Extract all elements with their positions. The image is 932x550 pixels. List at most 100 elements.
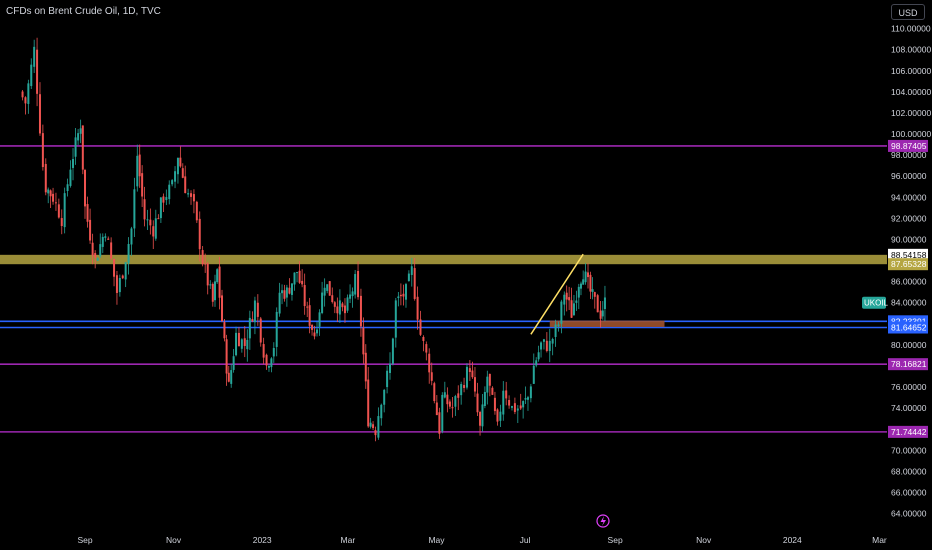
candle-198 (548, 328, 551, 363)
y-tick-label: 68.00000 (891, 466, 927, 476)
candle-155 (433, 381, 436, 404)
chart-title: CFDs on Brent Crude Oil, 1D, TVC (6, 6, 161, 17)
candle-12 (54, 192, 57, 211)
candle-66 (201, 246, 204, 267)
candle-24 (86, 196, 89, 228)
candle-195 (540, 341, 543, 358)
candle-26 (91, 233, 94, 265)
candle-209 (577, 283, 580, 310)
candle-128 (359, 288, 362, 337)
candle-144 (402, 284, 405, 306)
candle-192 (532, 353, 535, 384)
candle-28 (96, 257, 99, 262)
x-tick-label: Nov (696, 535, 712, 545)
y-tick-label: 74.00000 (891, 403, 927, 413)
candle-118 (333, 301, 336, 314)
candle-79 (232, 349, 235, 373)
svg-text:UKOIL: UKOIL (864, 299, 889, 308)
support-box[interactable] (549, 320, 665, 327)
candle-159 (443, 381, 446, 399)
candle-162 (451, 397, 454, 418)
candle-87 (253, 296, 256, 335)
candle-136 (380, 403, 383, 426)
y-tick-label: 96.00000 (891, 171, 927, 181)
candle-86 (251, 311, 254, 323)
x-tick-label: Jul (520, 535, 531, 545)
candle-117 (331, 287, 334, 304)
resistance-zone[interactable] (0, 254, 887, 265)
candle-203 (563, 291, 566, 316)
candle-1 (24, 96, 27, 115)
candle-29 (99, 233, 102, 258)
y-tick-label: 94.00000 (891, 192, 927, 202)
candle-202 (560, 299, 563, 334)
candle-7 (41, 124, 44, 171)
candle-18 (72, 148, 75, 181)
y-tick-label: 84.00000 (891, 298, 927, 308)
candle-33 (110, 237, 113, 260)
candle-88 (256, 294, 259, 326)
zone-bottom-price-tag: 87.65328 (888, 258, 928, 271)
candle-5 (36, 37, 39, 107)
candle-193 (535, 357, 538, 368)
x-tick-label: 2024 (783, 535, 802, 545)
level-price-tag-4: 71.74442 (888, 425, 928, 438)
candle-97 (281, 284, 284, 305)
candle-91 (265, 353, 268, 370)
candle-164 (457, 385, 460, 411)
candle-9 (47, 187, 50, 204)
candle-131 (367, 367, 370, 428)
candle-81 (237, 327, 240, 347)
candle-194 (537, 345, 540, 362)
candle-157 (438, 407, 441, 439)
candle-166 (463, 377, 466, 393)
candle-80 (235, 326, 238, 357)
svg-text:88.54158: 88.54158 (891, 250, 927, 260)
symbol-badge[interactable]: UKOIL (862, 296, 889, 309)
candle-36 (118, 274, 121, 297)
candle-15 (63, 187, 66, 234)
trend-line[interactable] (530, 253, 584, 335)
candle-69 (209, 280, 212, 289)
candle-111 (316, 321, 319, 337)
candle-94 (272, 342, 275, 363)
candle-72 (216, 268, 219, 284)
candle-76 (225, 334, 228, 386)
candle-217 (596, 293, 599, 313)
candle-143 (399, 283, 402, 306)
candle-140 (391, 337, 394, 366)
y-tick-label: 66.00000 (891, 487, 927, 497)
level-price-tag-0: 98.87405 (888, 139, 928, 152)
candle-116 (328, 280, 331, 296)
candle-37 (121, 274, 124, 280)
candle-0 (21, 90, 24, 101)
candle-75 (223, 318, 226, 342)
candle-145 (404, 282, 407, 308)
candle-98 (283, 284, 286, 302)
candle-16 (66, 178, 69, 197)
candle-139 (389, 352, 391, 380)
candle-100 (288, 278, 291, 295)
currency-button[interactable]: USD (891, 4, 925, 20)
candle-41 (133, 177, 136, 238)
candle-142 (397, 291, 400, 307)
candle-93 (270, 357, 273, 373)
candle-149 (416, 286, 419, 330)
candle-78 (230, 363, 233, 388)
candle-85 (248, 310, 251, 350)
lightning-icon[interactable] (596, 514, 610, 528)
candle-39 (127, 237, 130, 275)
x-tick-label: 2023 (253, 535, 272, 545)
candle-207 (572, 295, 575, 317)
candle-96 (278, 282, 281, 317)
candle-147 (410, 257, 413, 287)
candle-101 (290, 283, 293, 301)
y-tick-label: 98.00000 (891, 150, 927, 160)
level-price-tag-2: 81.64652 (888, 321, 928, 334)
y-tick-label: 80.00000 (891, 340, 927, 350)
candle-216 (593, 291, 596, 309)
candle-42 (136, 144, 139, 192)
x-axis[interactable]: Sep Nov 2023 Mar May Jul Sep Nov 2024 Mar (77, 535, 887, 545)
